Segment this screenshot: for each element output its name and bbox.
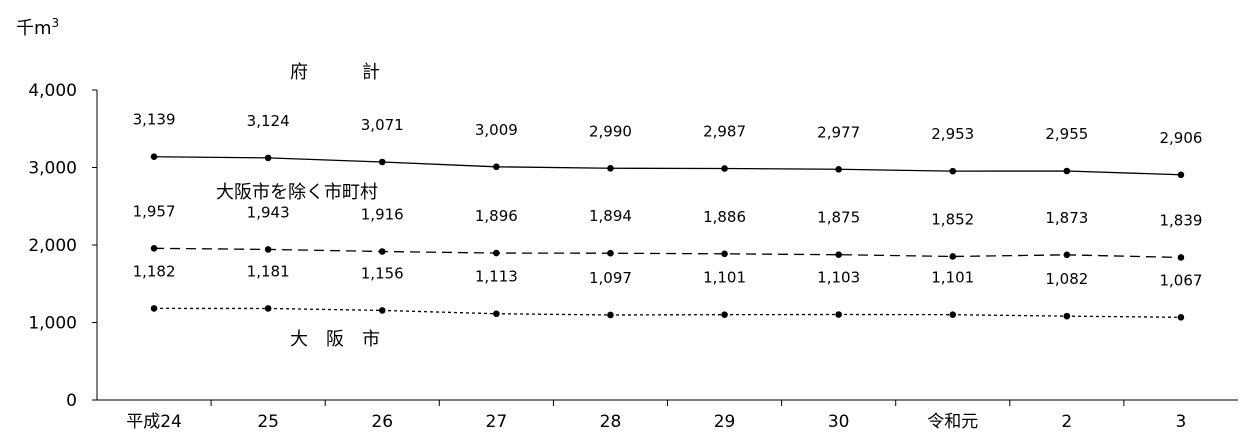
labels-layer: 3,139 3,124 3,071 3,009 2,990 2,987 2,977 2,953… (133, 62, 1203, 350)
data-label: 1,156 (361, 264, 404, 282)
x-tick-label: 29 (714, 412, 736, 432)
data-point (607, 311, 614, 319)
unit-label: 千m3 (16, 14, 59, 40)
data-label: 2,955 (1045, 125, 1088, 143)
data-label: 3,139 (133, 111, 176, 129)
y-tick-label: 3,000 (28, 159, 77, 179)
data-point (607, 249, 614, 257)
x-tick-label: 26 (371, 412, 393, 432)
data-label: 1,097 (589, 269, 632, 287)
series-name-municipalities: 大阪市を除く市町村 (216, 182, 378, 203)
series-name-osaka-city: 大 阪 市 (290, 329, 380, 350)
data-point (949, 311, 957, 318)
data-point (835, 251, 842, 258)
data-label: 1,894 (589, 207, 632, 225)
data-label: 2,953 (931, 125, 974, 143)
y-tick-label: 2,000 (28, 236, 77, 256)
series-line (154, 307, 1181, 318)
data-label: 1,103 (817, 269, 860, 287)
y-tick-label: 1,000 (28, 314, 77, 334)
unit-text: 千m (16, 18, 52, 39)
data-point (1177, 171, 1185, 179)
data-point (493, 310, 500, 318)
data-point (1063, 167, 1071, 175)
x-tick-label: 3 (1176, 412, 1187, 432)
data-label: 1,943 (247, 203, 290, 221)
data-point (264, 246, 272, 253)
y-tick-label: 4,000 (28, 81, 77, 101)
x-tick-label: 28 (600, 412, 622, 432)
series-line (154, 156, 1181, 176)
data-point (721, 311, 728, 318)
data-point (835, 165, 842, 173)
data-point (835, 311, 842, 318)
x-tick-label: 平成24 (126, 412, 182, 432)
x-tick-label: 令和元 (927, 412, 978, 432)
data-point (607, 164, 614, 172)
data-label: 1,873 (1045, 209, 1088, 227)
data-label: 1,067 (1159, 271, 1202, 289)
series-layer (150, 153, 1185, 321)
x-tick-label: 25 (257, 412, 279, 432)
data-label: 1,113 (475, 268, 518, 286)
data-label: 1,181 (247, 262, 290, 280)
data-label: 2,977 (817, 123, 860, 141)
data-point (493, 163, 500, 171)
data-label: 1,896 (475, 207, 518, 225)
data-label: 1,182 (133, 262, 176, 280)
data-label: 2,990 (589, 122, 632, 140)
data-point (721, 165, 728, 172)
x-tick-label: 27 (486, 412, 508, 432)
data-point (378, 248, 386, 255)
data-point (378, 158, 386, 166)
series-name-prefecture-total: 府 計 (290, 62, 380, 83)
data-label: 2,906 (1159, 129, 1202, 147)
data-label: 3,071 (361, 116, 404, 134)
data-point (1177, 314, 1185, 321)
data-label: 1,916 (361, 206, 404, 224)
data-point (264, 154, 272, 162)
data-point (150, 153, 158, 161)
data-label: 2,987 (703, 123, 746, 141)
data-label: 3,009 (475, 121, 518, 139)
data-label: 1,839 (1159, 211, 1202, 229)
data-point (378, 307, 386, 314)
data-point (493, 249, 500, 257)
data-label: 1,875 (817, 209, 860, 227)
data-label: 3,124 (247, 112, 290, 130)
data-point (264, 305, 272, 312)
data-label: 1,101 (703, 269, 746, 287)
x-tick-label: 2 (1061, 412, 1072, 432)
data-label: 1,101 (931, 269, 974, 287)
data-point (949, 167, 957, 175)
data-point (949, 253, 957, 260)
data-point (1063, 251, 1071, 259)
data-label: 1,957 (133, 202, 176, 220)
data-point (150, 305, 158, 312)
data-point (150, 245, 158, 252)
y-tick-label: 0 (66, 391, 77, 411)
data-point (1063, 312, 1071, 320)
data-point (721, 250, 728, 258)
data-label: 1,886 (703, 208, 746, 226)
x-tick-label: 30 (828, 412, 850, 432)
axes: 0 1,000 2,000 3,000 4,000 平成24 25 26 27 28 29 30 令和元… (28, 81, 1238, 432)
series-line (154, 247, 1181, 259)
data-label: 1,852 (931, 210, 974, 228)
data-point (1177, 254, 1185, 261)
unit-superscript: 3 (51, 16, 60, 30)
data-label: 1,082 (1045, 270, 1088, 288)
